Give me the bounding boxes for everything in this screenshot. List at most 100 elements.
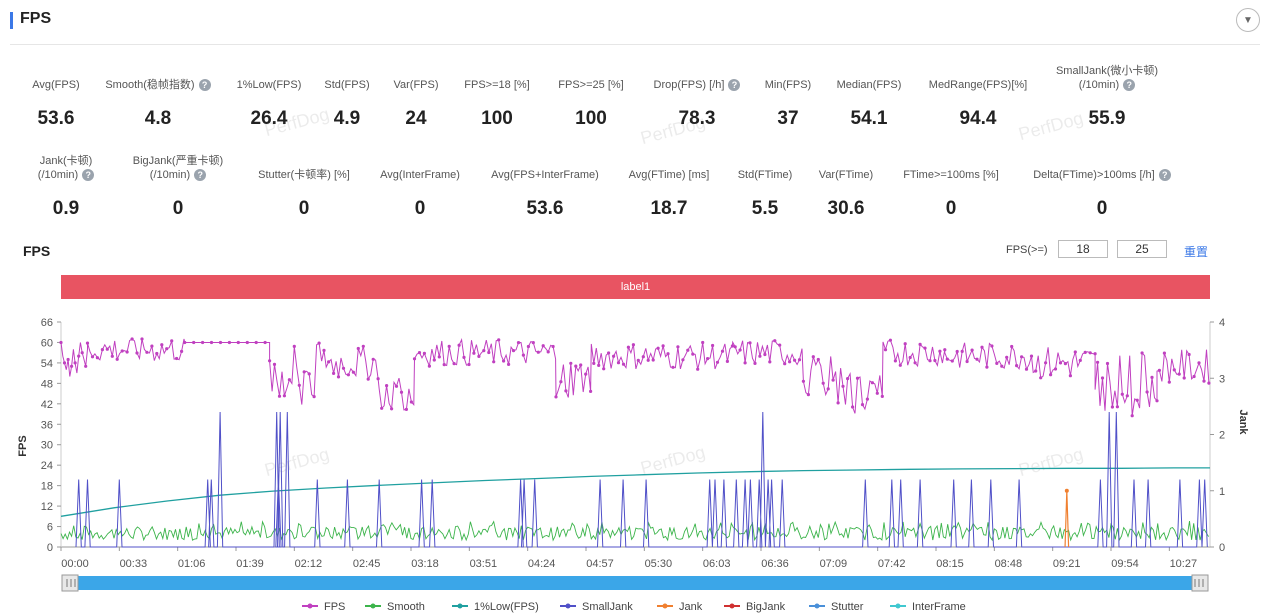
fps-point [80, 351, 84, 355]
y-tick-label: 60 [41, 337, 53, 349]
chevron-down-icon[interactable]: ▼ [1236, 8, 1260, 32]
metric-r2-4: Avg(FPS+InterFrame) 53.6 [465, 154, 625, 224]
fps-point [160, 343, 164, 347]
fps-point [457, 343, 461, 347]
x-tick-label: 03:51 [470, 558, 498, 570]
metric-value: 53.6 [526, 198, 564, 219]
legend-item-interframe[interactable]: InterFrame [890, 601, 966, 613]
fps-point [100, 348, 104, 352]
fps-point [797, 358, 802, 362]
fps-point [970, 348, 974, 352]
fps-point [773, 339, 777, 343]
x-tick-label: 02:12 [295, 558, 323, 570]
metric-r2-9: Delta(FTime)>100ms [/h] ? 0 [1022, 154, 1182, 224]
fps-threshold-2-input[interactable]: 25 [1117, 240, 1167, 258]
metric-label: Delta(FTime)>100ms [/h] ? [1022, 168, 1182, 182]
fps-point [1005, 355, 1009, 359]
fps-point [913, 361, 917, 365]
fps-point [1207, 381, 1211, 385]
fps-point [826, 387, 830, 391]
fps-point [327, 360, 331, 364]
help-icon[interactable]: ? [194, 169, 207, 182]
help-icon[interactable]: ? [728, 79, 741, 92]
legend-item-stutter[interactable]: Stutter [809, 601, 864, 613]
fps-point [564, 389, 568, 393]
fps-point [616, 361, 621, 365]
x-tick-label: 03:18 [411, 558, 439, 570]
metric-label: Smooth(稳帧指数) ? [78, 78, 238, 92]
reset-button[interactable]: 重置 [1184, 245, 1209, 259]
header-accent-bar [10, 12, 13, 29]
fps-point [846, 377, 850, 381]
fps-point [277, 394, 282, 398]
metric-value: 100 [481, 108, 513, 129]
fps-point [272, 362, 277, 366]
fps-point [236, 340, 240, 345]
fps-threshold-1-input[interactable]: 18 [1058, 240, 1108, 258]
fps-point [245, 340, 249, 345]
metric-r1-9: Median(FPS) 54.1 [789, 64, 949, 134]
legend-item-jank[interactable]: Jank [657, 601, 703, 613]
fps-point [676, 345, 680, 349]
help-icon[interactable]: ? [1123, 79, 1136, 92]
fps-point [170, 339, 174, 343]
fps-point [511, 349, 516, 353]
fps-point [1182, 376, 1186, 380]
fps-point [1049, 373, 1053, 377]
fps-point [651, 358, 655, 362]
metric-label-text: FTime>=100ms [%] [903, 169, 999, 181]
help-icon[interactable]: ? [82, 169, 95, 182]
fps-point [390, 407, 394, 411]
fps-point [1093, 352, 1097, 356]
fps-point [730, 344, 735, 348]
metric-label: Var(FPS) [336, 78, 496, 92]
fps-point [1192, 374, 1196, 379]
fps-point [626, 345, 631, 349]
legend-item-smooth[interactable]: Smooth [365, 601, 425, 613]
range-slider-right-handle[interactable] [1191, 574, 1209, 592]
fps-point [579, 363, 583, 367]
legend-label: SmallJank [582, 601, 633, 613]
fps-point [1053, 367, 1058, 371]
fps-point [725, 359, 730, 363]
fps-point [666, 352, 670, 356]
fps-point [980, 345, 984, 349]
legend-item-smalljank[interactable]: SmallJank [560, 601, 633, 613]
fps-point [1029, 354, 1034, 358]
fps-point [995, 361, 999, 365]
fps-point [165, 347, 169, 351]
fps-point [1073, 350, 1077, 354]
legend-item-low1[interactable]: 1%Low(FPS) [452, 601, 539, 613]
jank-point [1064, 488, 1069, 493]
help-icon[interactable]: ? [1158, 169, 1171, 182]
fps-point [943, 348, 947, 352]
fps-point [1105, 361, 1110, 366]
fps-point [77, 354, 81, 358]
legend-item-fps[interactable]: FPS [302, 601, 345, 613]
metric-label: Std(FPS) [267, 78, 427, 92]
y-tick-label: 66 [41, 317, 53, 329]
fps-point [135, 351, 139, 355]
fps-point [385, 384, 389, 388]
fps-point [336, 375, 341, 379]
legend-item-bigjank[interactable]: BigJank [724, 601, 786, 613]
metric-label: MedRange(FPS)[%] [898, 78, 1058, 92]
label-bar[interactable]: label1 [61, 275, 1210, 299]
fps-point [356, 346, 360, 351]
metric-label: FPS>=18 [%] [417, 78, 577, 92]
metric-label-text: Jank(卡顿) [39, 155, 93, 167]
fps-point [1140, 351, 1144, 355]
fps-threshold-label: FPS(>=) [1006, 244, 1048, 256]
metric-value: 18.7 [650, 198, 688, 219]
fps-point [1020, 355, 1024, 359]
range-slider-left-handle[interactable] [61, 574, 79, 592]
metric-label-text: Std(FPS) [324, 79, 370, 91]
metric-r1-11: SmallJank(微小卡顿) (/10min) ? 55.9 [1027, 64, 1187, 134]
fps-point [432, 358, 436, 362]
help-icon[interactable]: ? [198, 79, 211, 92]
fps-point [361, 344, 365, 348]
fps-point [130, 337, 134, 341]
y-tick-label: 48 [41, 378, 53, 390]
fps-point [554, 395, 558, 399]
